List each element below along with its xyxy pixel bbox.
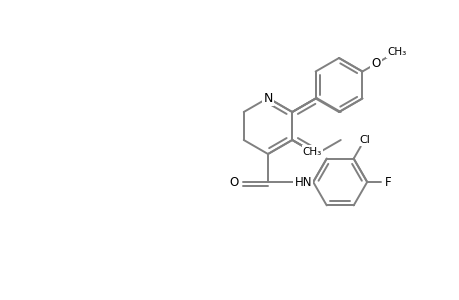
Text: CH₃: CH₃	[386, 46, 406, 56]
Text: O: O	[371, 57, 380, 70]
Text: N: N	[263, 92, 272, 104]
Text: O: O	[229, 176, 238, 188]
Text: Cl: Cl	[358, 135, 369, 145]
Text: CH₃: CH₃	[302, 146, 321, 157]
Text: F: F	[384, 176, 391, 188]
Text: HN: HN	[294, 176, 311, 188]
